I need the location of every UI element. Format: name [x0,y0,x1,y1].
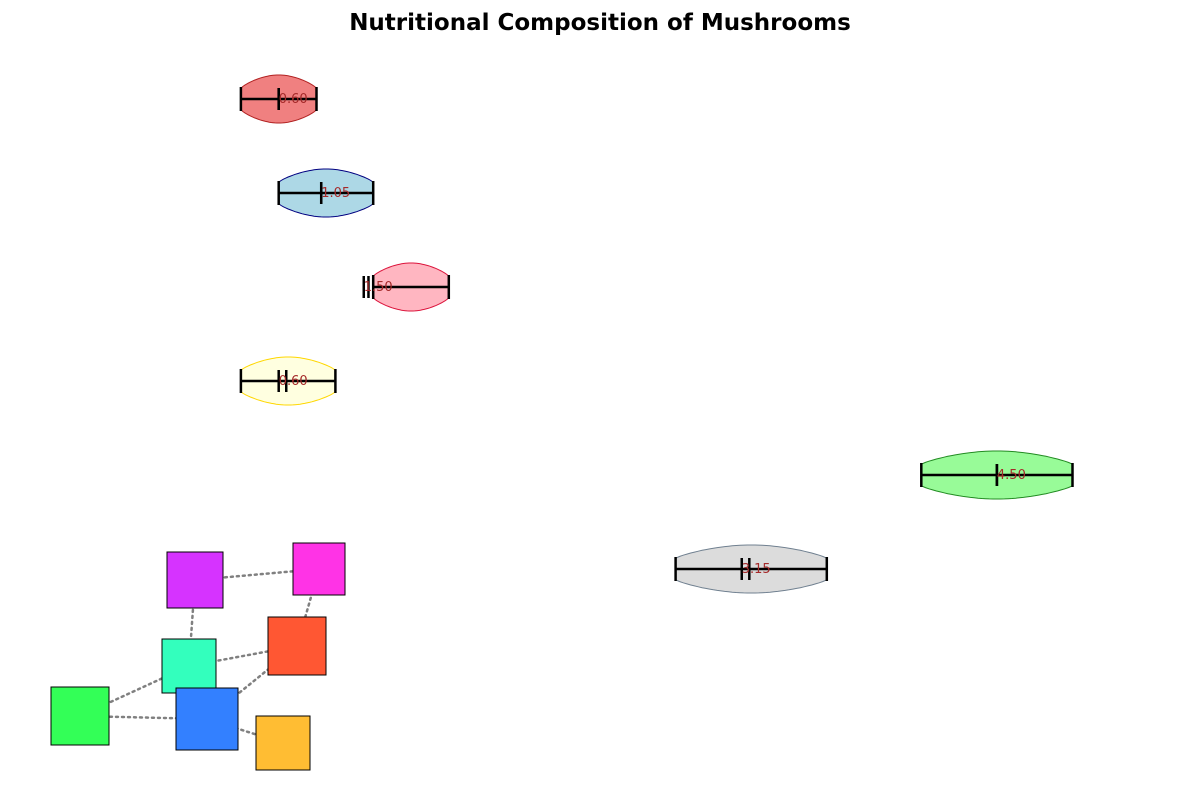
violin-6: 3.15 [674,544,829,594]
violin-mean-label: 0.60 [279,374,308,389]
violin-mean-label: 4.50 [997,468,1026,483]
network-node [255,715,311,771]
violin-mean-label: 1.50 [364,280,393,295]
network-nodes [50,542,346,771]
network-node [292,542,346,596]
network-node [175,687,239,751]
violin-3: 1.50 [362,262,451,312]
violin-4: 0.60 [239,356,337,406]
network-node [267,616,327,676]
violin-2: 1.05 [277,168,375,218]
violin-mean-label: 1.05 [321,186,350,201]
chart-title: Nutritional Composition of Mushrooms [349,10,851,36]
violin-5: 4.50 [920,450,1074,500]
violin-mean-label: 3.15 [742,562,771,577]
network-node [166,551,224,609]
violins: 0.60 1.05 1.50 0.60 4.50 3.15 [239,74,1074,594]
violin-mean-label: 0.60 [279,92,308,107]
violin-1: 0.60 [239,74,318,124]
network-node [50,686,110,746]
network-node [161,638,217,694]
